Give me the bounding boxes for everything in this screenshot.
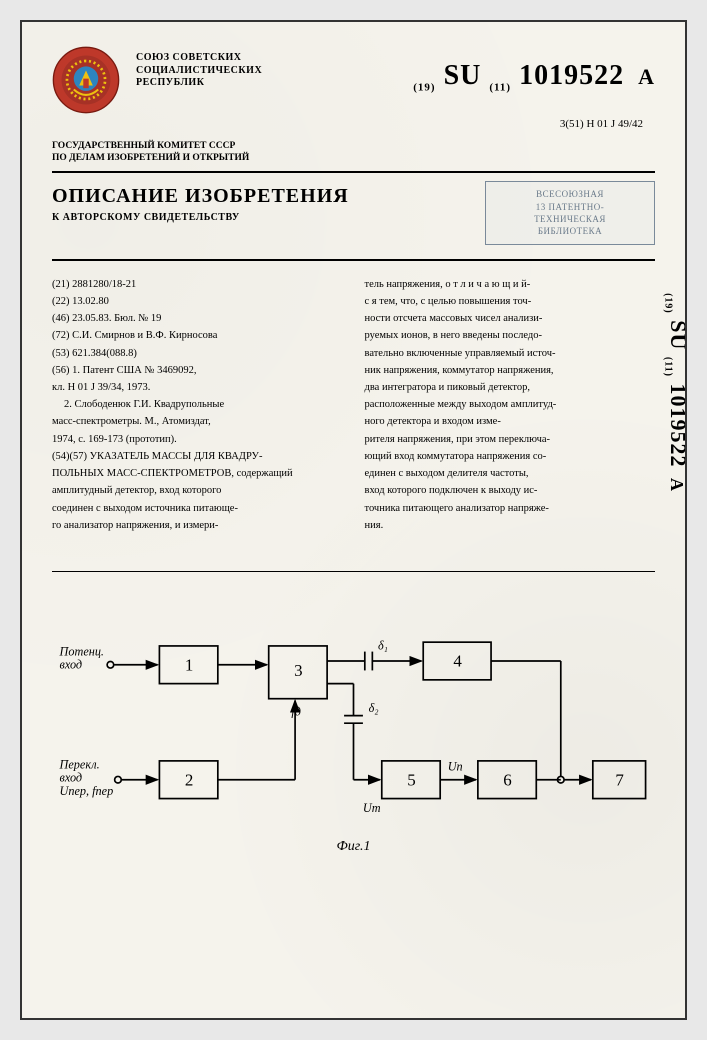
abstract-line: ного детектора и входом изме- <box>365 414 656 429</box>
abstract-line: го анализатор напряжения, и измери- <box>52 518 343 533</box>
input2-label2: вход <box>60 771 83 785</box>
abstract-line: тель напряжения, о т л и ч а ю щ и й- <box>365 277 656 292</box>
input2-label3: Uпер, fпер <box>60 784 114 798</box>
reference-2a: 2. Слободенюк Г.И. Квадрупольные <box>52 397 343 412</box>
svg-text:2: 2 <box>185 770 193 789</box>
abstract-line: вход которого подключен к выходу ис- <box>365 483 656 498</box>
abstract-line: соединен с выходом источника питающе- <box>52 501 343 516</box>
field-21: (21) 2881280/18-21 <box>52 277 343 292</box>
document-number: (19) SU (11) 1019522 A <box>413 46 655 94</box>
svg-text:3: 3 <box>294 661 302 680</box>
svg-text:1: 1 <box>185 655 193 674</box>
doc-sub: (11) <box>489 82 511 94</box>
patent-page: СОЮЗ СОВЕТСКИХ СОЦИАЛИСТИЧЕСКИХ РЕСПУБЛИ… <box>20 20 687 1020</box>
main-title: ОПИСАНИЕ ИЗОБРЕТЕНИЯ <box>52 185 465 208</box>
stamp-line: ВСЕСОЮЗНАЯ <box>536 188 604 200</box>
abstract-line: с я тем, что, с целью повышения точ- <box>365 294 656 309</box>
ussr-emblem-icon <box>52 46 120 114</box>
divider <box>52 171 655 173</box>
title-block: ОПИСАНИЕ ИЗОБРЕТЕНИЯ К АВТОРСКОМУ СВИДЕТ… <box>52 185 465 223</box>
doc-prefix: (19) <box>413 82 435 94</box>
svg-text:4: 4 <box>453 652 462 671</box>
abstract-line: единен с выходом делителя частоты, <box>365 466 656 481</box>
abstract-line: рителя напряжения, при этом переключа- <box>365 432 656 447</box>
body-columns: (21) 2881280/18-21 (22) 13.02.80 (46) 23… <box>52 277 655 535</box>
doc-num: 1019522 <box>519 60 624 91</box>
field-46: (46) 23.05.83. Бюл. № 19 <box>52 311 343 326</box>
org-name: СОЮЗ СОВЕТСКИХ СОЦИАЛИСТИЧЕСКИХ РЕСПУБЛИ… <box>136 46 262 90</box>
svg-text:Uп: Uп <box>448 759 463 773</box>
abstract-line: (54)(57) УКАЗАТЕЛЬ МАССЫ ДЛЯ КВАДРУ- <box>52 449 343 464</box>
field-56b: кл. H 01 J 39/34, 1973. <box>52 380 343 395</box>
stamp-line: ТЕХНИЧЕСКАЯ <box>534 213 606 225</box>
committee-name: ГОСУДАРСТВЕННЫЙ КОМИТЕТ СССР ПО ДЕЛАМ ИЗ… <box>52 140 655 165</box>
figure-label: Фиг.1 <box>336 839 370 855</box>
block-diagram: Потенц. вход 1 3 δ₁ 4 <box>52 608 655 861</box>
abstract-line: ния. <box>365 518 656 533</box>
abstract-line: вательно включенные управляемый источ- <box>365 346 656 361</box>
side-suffix: A <box>667 478 687 492</box>
abstract-line: амплитудный детектор, вход которого <box>52 483 343 498</box>
side-prefix: (19) <box>663 293 674 314</box>
library-stamp: ВСЕСОЮЗНАЯ 13 ПАТЕНТНО- ТЕХНИЧЕСКАЯ БИБЛ… <box>485 181 655 245</box>
committee-line: ГОСУДАРСТВЕННЫЙ КОМИТЕТ СССР <box>52 140 655 152</box>
abstract-line: ник напряжения, коммутатор напряжения, <box>365 363 656 378</box>
input1-label2: вход <box>60 658 83 672</box>
svg-text:Uт: Uт <box>363 801 381 815</box>
title-row: ОПИСАНИЕ ИЗОБРЕТЕНИЯ К АВТОРСКОМУ СВИДЕТ… <box>52 185 655 245</box>
abstract-line: руемых ионов, в него введены последо- <box>365 328 656 343</box>
abstract-line: точника питающего анализатор напряже- <box>365 501 656 516</box>
side-num: 1019522 <box>666 384 687 468</box>
svg-text:7: 7 <box>615 770 623 789</box>
abstract-line: расположенные между выходом амплитуд- <box>365 397 656 412</box>
stamp-line: 13 ПАТЕНТНО- <box>536 201 604 213</box>
reference-2b: масс-спектрометры. М., Атомиздат, <box>52 414 343 429</box>
field-72: (72) С.И. Смирнов и В.Ф. Кирносова <box>52 328 343 343</box>
abstract-line: ПОЛЬНЫХ МАСС-СПЕКТРОМЕТРОВ, содержащий <box>52 466 343 481</box>
org-line: СОЮЗ СОВЕТСКИХ <box>136 52 262 65</box>
figure-1: Потенц. вход 1 3 δ₁ 4 <box>52 571 655 861</box>
doc-suffix: A <box>638 64 655 89</box>
svg-text:δ₁: δ₁ <box>378 639 388 653</box>
classification-code: 3(51) H 01 J 49/42 <box>52 118 655 130</box>
org-line: СОЦИАЛИСТИЧЕСКИХ <box>136 65 262 78</box>
right-column: тель напряжения, о т л и ч а ю щ и й- с … <box>365 277 656 535</box>
input1-label1: Потенц. <box>59 644 104 658</box>
header-row: СОЮЗ СОВЕТСКИХ СОЦИАЛИСТИЧЕСКИХ РЕСПУБЛИ… <box>52 46 655 114</box>
org-line: РЕСПУБЛИК <box>136 77 262 90</box>
reference-2c: 1974, с. 169-173 (прототип). <box>52 432 343 447</box>
svg-text:6: 6 <box>503 770 511 789</box>
side-document-number: (19) SU (11) 1019522 A <box>663 293 687 492</box>
svg-text:δ₂: δ₂ <box>369 701 379 715</box>
field-22: (22) 13.02.80 <box>52 294 343 309</box>
subtitle: К АВТОРСКОМУ СВИДЕТЕЛЬСТВУ <box>52 212 465 223</box>
stamp-line: БИБЛИОТЕКА <box>538 225 602 237</box>
svg-text:5: 5 <box>407 770 415 789</box>
abstract-line: ющий вход коммутатора напряжения со- <box>365 449 656 464</box>
committee-line: ПО ДЕЛАМ ИЗОБРЕТЕНИЙ И ОТКРЫТИЙ <box>52 152 655 164</box>
field-53: (53) 621.384(088.8) <box>52 346 343 361</box>
svg-text:fд: fд <box>291 705 301 719</box>
divider <box>52 259 655 261</box>
left-column: (21) 2881280/18-21 (22) 13.02.80 (46) 23… <box>52 277 343 535</box>
abstract-line: ности отсчета массовых чисел анализи- <box>365 311 656 326</box>
field-56: (56) 1. Патент США № 3469092, <box>52 363 343 378</box>
side-country: SU <box>666 320 687 350</box>
side-sub: (11) <box>663 357 674 377</box>
doc-country: SU <box>444 60 482 91</box>
input2-label1: Перекл. <box>59 757 100 771</box>
abstract-line: два интегратора и пиковый детектор, <box>365 380 656 395</box>
